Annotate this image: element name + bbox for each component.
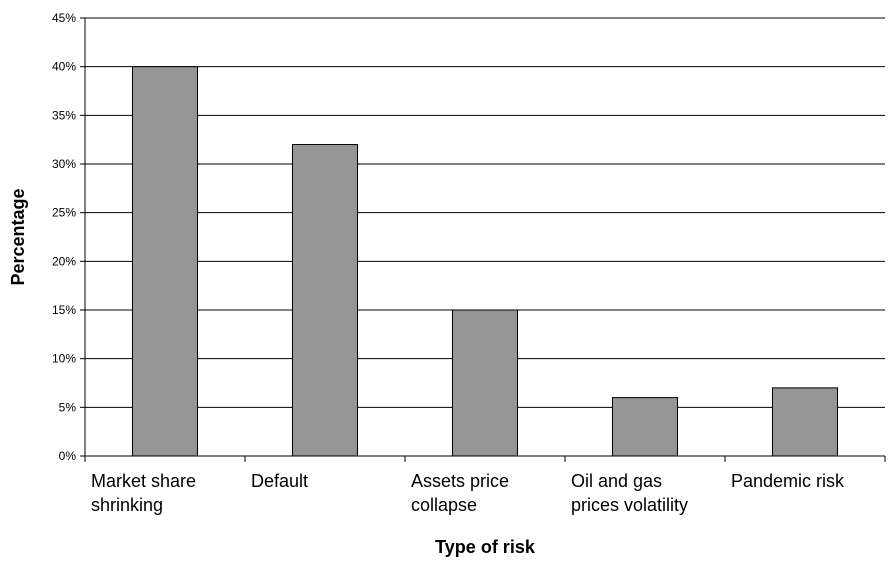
axes bbox=[80, 17, 886, 462]
bar bbox=[772, 387, 838, 457]
y-tick-label: 25% bbox=[52, 206, 76, 220]
x-category-label: Oil and gas bbox=[571, 471, 662, 491]
x-category-label: shrinking bbox=[91, 495, 163, 515]
y-tick-label: 0% bbox=[59, 449, 77, 463]
bar bbox=[292, 144, 358, 457]
x-axis-title: Type of risk bbox=[435, 537, 536, 557]
gridlines bbox=[85, 17, 885, 408]
y-axis-title: Percentage bbox=[8, 188, 28, 285]
y-tick-label: 15% bbox=[52, 303, 76, 317]
bar bbox=[132, 66, 198, 457]
x-category-label: Assets price bbox=[411, 471, 509, 491]
x-category-label: Pandemic risk bbox=[731, 471, 845, 491]
x-category-label: prices volatility bbox=[571, 495, 688, 515]
y-tick-label: 20% bbox=[52, 254, 76, 268]
y-tick-label: 10% bbox=[52, 352, 76, 366]
x-category-label: collapse bbox=[411, 495, 477, 515]
y-tick-label: 45% bbox=[52, 11, 76, 25]
y-tick-labels: 0% 5% 10% 15% 20% 25% 30% 35% 40% 45% bbox=[52, 11, 76, 463]
x-category-label: Market share bbox=[91, 471, 196, 491]
y-tick-label: 35% bbox=[52, 108, 76, 122]
bar bbox=[612, 397, 678, 457]
x-category-labels: Market share shrinking Default Assets price… bbox=[91, 471, 845, 515]
y-tick-label: 5% bbox=[59, 400, 77, 414]
y-tick-label: 30% bbox=[52, 157, 76, 171]
x-category-label: Default bbox=[251, 471, 308, 491]
y-tick-label: 40% bbox=[52, 60, 76, 74]
bars bbox=[132, 66, 838, 457]
bar bbox=[452, 309, 518, 457]
